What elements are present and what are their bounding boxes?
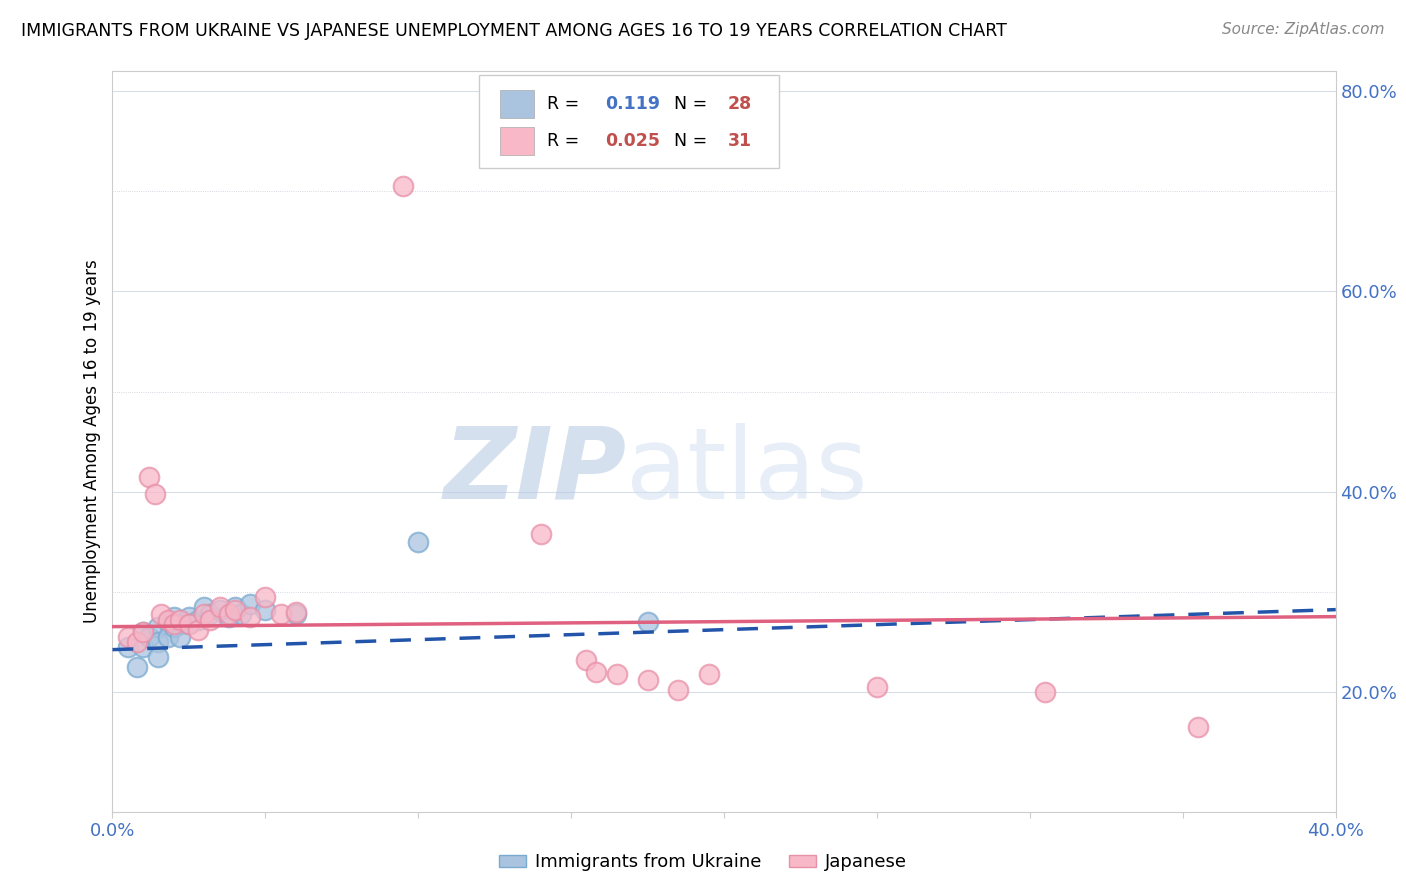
Point — [284, 607, 308, 621]
Point — [200, 607, 222, 621]
Point — [270, 607, 292, 621]
Point — [169, 616, 191, 631]
Point — [193, 607, 215, 621]
Point — [637, 615, 659, 629]
Point — [187, 623, 209, 637]
Text: IMMIGRANTS FROM UKRAINE VS JAPANESE UNEMPLOYMENT AMONG AGES 16 TO 19 YEARS CORRE: IMMIGRANTS FROM UKRAINE VS JAPANESE UNEM… — [21, 22, 1007, 40]
Point — [163, 609, 186, 624]
Text: R =: R = — [547, 132, 585, 150]
Point — [866, 680, 889, 694]
Point — [697, 666, 720, 681]
Point — [530, 526, 553, 541]
Text: 28: 28 — [728, 95, 752, 113]
Point — [177, 609, 200, 624]
Point — [125, 659, 148, 673]
Point — [637, 673, 659, 687]
Point — [163, 619, 186, 633]
Point — [239, 609, 262, 624]
Text: ZIP: ZIP — [443, 423, 626, 520]
Point — [150, 607, 173, 621]
Point — [138, 630, 160, 644]
Point — [132, 640, 155, 654]
Point — [408, 534, 430, 549]
Text: R =: R = — [547, 95, 585, 113]
Point — [284, 605, 308, 619]
Point — [229, 607, 252, 621]
FancyBboxPatch shape — [501, 127, 534, 155]
FancyBboxPatch shape — [479, 75, 779, 168]
Point — [117, 630, 139, 644]
Point — [138, 469, 160, 483]
Point — [193, 599, 215, 614]
Point — [169, 613, 191, 627]
Point — [156, 630, 179, 644]
Point — [239, 597, 262, 611]
Text: 0.119: 0.119 — [606, 95, 661, 113]
Point — [200, 613, 222, 627]
Y-axis label: Unemployment Among Ages 16 to 19 years: Unemployment Among Ages 16 to 19 years — [83, 260, 101, 624]
Legend: Immigrants from Ukraine, Japanese: Immigrants from Ukraine, Japanese — [492, 847, 914, 879]
Point — [132, 624, 155, 639]
Text: atlas: atlas — [626, 423, 868, 520]
Point — [177, 616, 200, 631]
Point — [169, 630, 191, 644]
Point — [163, 616, 186, 631]
Text: 31: 31 — [728, 132, 752, 150]
Point — [1033, 684, 1056, 698]
Text: 0.025: 0.025 — [606, 132, 661, 150]
Point — [208, 602, 231, 616]
FancyBboxPatch shape — [501, 90, 534, 118]
Point — [117, 640, 139, 654]
Point — [148, 649, 170, 664]
Point — [666, 682, 689, 697]
Point — [392, 179, 415, 194]
Point — [156, 615, 179, 629]
Text: Source: ZipAtlas.com: Source: ZipAtlas.com — [1222, 22, 1385, 37]
Point — [254, 590, 277, 604]
Point — [606, 666, 628, 681]
Point — [156, 613, 179, 627]
Point — [1187, 720, 1209, 734]
Point — [125, 634, 148, 648]
Point — [224, 602, 246, 616]
Point — [218, 609, 240, 624]
Point — [143, 486, 166, 500]
Point — [177, 616, 200, 631]
Text: N =: N = — [664, 95, 713, 113]
Point — [575, 653, 598, 667]
Point — [218, 607, 240, 621]
Point — [148, 634, 170, 648]
Point — [187, 613, 209, 627]
Point — [585, 665, 607, 679]
Point — [254, 602, 277, 616]
Point — [148, 619, 170, 633]
Point — [208, 599, 231, 614]
Text: N =: N = — [664, 132, 713, 150]
Point — [224, 599, 246, 614]
Point — [132, 624, 155, 639]
